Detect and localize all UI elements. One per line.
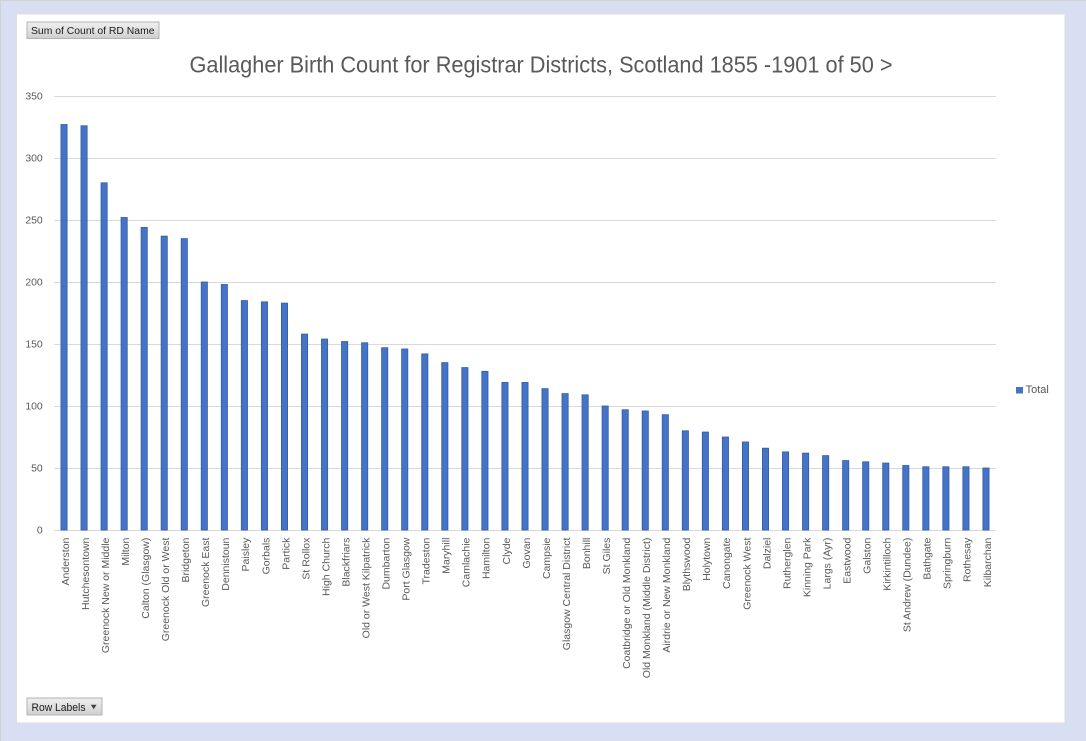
svg-text:Kinning Park: Kinning Park	[801, 537, 813, 597]
svg-text:Greenock Old or West: Greenock Old or West	[160, 538, 172, 642]
svg-text:Bathgate: Bathgate	[922, 537, 934, 579]
svg-text:Greenock East: Greenock East	[200, 538, 212, 608]
svg-text:Kirkintilloch: Kirkintilloch	[882, 537, 894, 590]
svg-text:Paisley: Paisley	[240, 537, 252, 572]
svg-text:Dalziel: Dalziel	[761, 538, 773, 570]
svg-text:Gorbals: Gorbals	[260, 538, 272, 575]
svg-text:Canongate: Canongate	[721, 537, 733, 589]
svg-text:Total: Total	[1026, 384, 1049, 396]
svg-text:Dumbarton: Dumbarton	[381, 537, 393, 589]
svg-text:Govan: Govan	[521, 537, 533, 568]
svg-text:Blythswood: Blythswood	[681, 537, 693, 591]
svg-text:Anderston: Anderston	[60, 537, 72, 585]
svg-text:Maryhill: Maryhill	[441, 538, 453, 574]
svg-text:Blackfriars: Blackfriars	[340, 538, 352, 587]
svg-text:Dennistoun: Dennistoun	[220, 537, 232, 590]
svg-text:St Giles: St Giles	[601, 538, 613, 575]
svg-text:Rutherglen: Rutherglen	[781, 537, 793, 589]
svg-text:Port Glasgow: Port Glasgow	[401, 537, 413, 600]
svg-text:Largs (Ayr): Largs (Ayr)	[821, 538, 833, 590]
svg-text:Holytown: Holytown	[701, 537, 713, 580]
svg-text:Partick: Partick	[280, 537, 292, 570]
svg-text:150: 150	[25, 340, 43, 351]
svg-text:0: 0	[37, 526, 43, 537]
svg-text:St Andrew (Dundee): St Andrew (Dundee)	[902, 538, 914, 633]
svg-text:Glasgow Central District: Glasgow Central District	[561, 538, 573, 651]
svg-text:Hutchesontown: Hutchesontown	[80, 537, 92, 610]
svg-text:High Church: High Church	[320, 537, 332, 596]
svg-text:Clyde: Clyde	[501, 537, 513, 564]
svg-text:Calton (Glasgow): Calton (Glasgow)	[140, 538, 152, 619]
svg-text:Galston: Galston	[862, 537, 874, 573]
svg-text:Milton: Milton	[120, 537, 132, 565]
svg-text:Old Monkland (Middle District): Old Monkland (Middle District)	[641, 538, 653, 679]
svg-text:Sum of Count of RD Name: Sum of Count of RD Name	[31, 26, 155, 37]
svg-text:Tradeston: Tradeston	[421, 537, 433, 584]
svg-text:300: 300	[25, 154, 43, 165]
svg-text:Coatbridge or Old Monkland: Coatbridge or Old Monkland	[621, 537, 633, 668]
svg-text:350: 350	[25, 92, 43, 103]
svg-text:Bridgeton: Bridgeton	[180, 537, 192, 582]
svg-text:Hamilton: Hamilton	[481, 537, 493, 579]
svg-text:Greenock New or Middle: Greenock New or Middle	[100, 537, 112, 653]
svg-text:Springburn: Springburn	[942, 537, 954, 589]
svg-text:Eastwood: Eastwood	[841, 537, 853, 583]
svg-text:Kilbarchan: Kilbarchan	[982, 537, 994, 587]
svg-text:50: 50	[31, 464, 43, 475]
svg-text:Row Labels: Row Labels	[32, 702, 86, 714]
svg-text:Campsie: Campsie	[541, 537, 553, 579]
svg-text:Gallagher Birth Count for Regi: Gallagher Birth Count for Registrar Dist…	[190, 52, 893, 78]
svg-text:Airdrie or New Monkland: Airdrie or New Monkland	[661, 537, 673, 652]
svg-text:St Rollox: St Rollox	[300, 537, 312, 580]
svg-text:Camlachie: Camlachie	[461, 537, 473, 587]
svg-text:Old or West Kilpatrick: Old or West Kilpatrick	[360, 537, 372, 638]
svg-text:Bonhill: Bonhill	[581, 538, 593, 570]
svg-text:250: 250	[25, 216, 43, 227]
svg-text:200: 200	[25, 278, 43, 289]
svg-text:Greenock West: Greenock West	[741, 538, 753, 610]
svg-text:Rothesay: Rothesay	[962, 537, 974, 582]
svg-text:100: 100	[25, 402, 43, 413]
